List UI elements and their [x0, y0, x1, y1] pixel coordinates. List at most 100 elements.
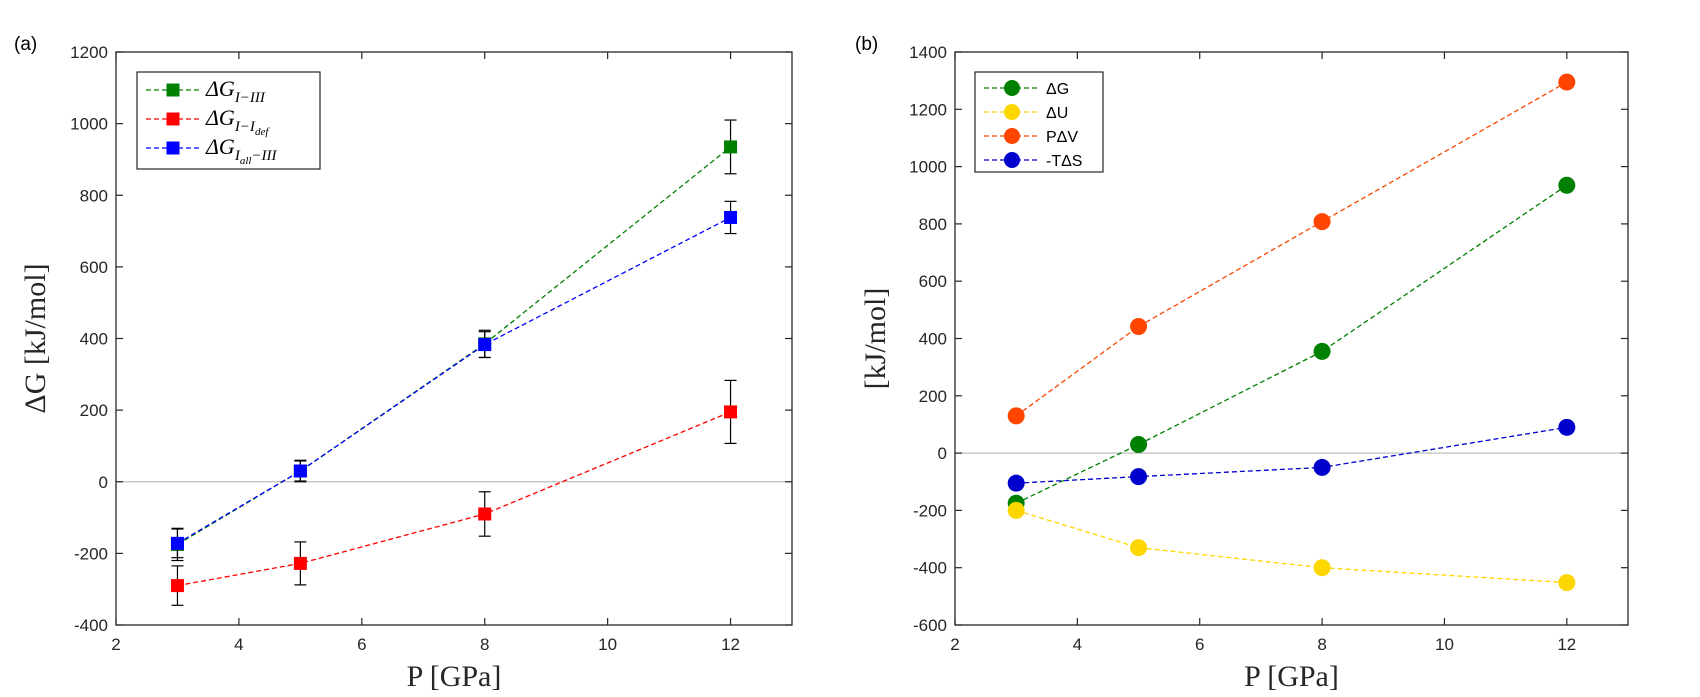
legend-label-subscript: I−I [234, 119, 256, 135]
y-tick-label: 200 [80, 401, 108, 420]
y-tick-label: -200 [913, 501, 947, 520]
series-line [1015, 81, 1568, 417]
legend-label: ΔU [1046, 105, 1068, 122]
x-tick-label: 6 [357, 635, 366, 654]
series-0 [1007, 176, 1576, 512]
y-tick-label: 600 [919, 272, 947, 291]
chart-panel-a: (a) 2 4 6 8 10 12 -400 -200 0 200 400 600 800 1000 1200… [14, 34, 793, 693]
x-tick-label: 6 [1195, 635, 1204, 654]
series-3 [1007, 418, 1576, 492]
series-1 [170, 379, 738, 606]
legend-swatch-marker [166, 141, 180, 155]
data-point [1130, 539, 1148, 557]
legend-label: PΔV [1046, 129, 1078, 146]
panel-label: (b) [855, 34, 878, 55]
y-tick-label: 800 [919, 215, 947, 234]
data-point [1558, 73, 1576, 91]
x-tick-label: 8 [1317, 635, 1326, 654]
legend-item: ΔGIall−III [146, 134, 278, 167]
legend-label: ΔG [1046, 81, 1069, 98]
series-line [177, 146, 731, 545]
y-tick-label: 400 [919, 330, 947, 349]
data-point [1130, 317, 1148, 335]
legend-label-subsubscript: all [240, 155, 252, 167]
y-tick-label: 1200 [909, 100, 947, 119]
series-line [1016, 426, 1567, 484]
y-tick-label: 200 [919, 387, 947, 406]
data-point [724, 140, 738, 154]
x-axis-label: P [GPa] [407, 660, 502, 693]
legend-swatch-marker [166, 83, 180, 97]
y-tick-label: 800 [80, 186, 108, 205]
legend-swatch-marker [166, 112, 180, 126]
data-point [1007, 474, 1025, 492]
legend-swatch-marker [1004, 128, 1020, 144]
data-point [170, 579, 184, 593]
data-point [170, 536, 184, 550]
data-point [478, 338, 492, 352]
y-tick-label: 1000 [70, 115, 108, 134]
panel-label: (a) [14, 34, 37, 55]
series-line [177, 411, 731, 587]
series-line [1015, 509, 1567, 584]
y-tick-label: -600 [913, 616, 947, 635]
data-point [1130, 436, 1148, 454]
legend-label: ΔGI−Idef [205, 105, 270, 138]
x-tick-label: 12 [721, 635, 740, 654]
legend-item: ΔG [984, 80, 1069, 98]
legend-label-base: ΔG [205, 76, 235, 101]
legend-swatch-marker [1004, 80, 1020, 96]
chart-panel-b: (b) 2 4 6 8 10 12 -600 -400 -200 0 200 400 600 800 1000… [855, 34, 1629, 693]
legend-item: ΔU [984, 104, 1068, 122]
data-point [1313, 213, 1331, 231]
series-2 [170, 200, 738, 559]
data-point [1007, 501, 1025, 519]
legend-label: ΔGIall−III [205, 134, 278, 167]
x-tick-label: 10 [1435, 635, 1454, 654]
x-tick-label: 8 [480, 635, 489, 654]
data-point [478, 507, 492, 521]
y-axis-label: [kJ/mol] [859, 288, 892, 390]
y-axis-label: ΔG [kJ/mol] [19, 263, 52, 413]
legend-item: PΔV [984, 128, 1078, 146]
legend-box [974, 71, 1104, 173]
y-tick-label: 400 [80, 330, 108, 349]
data-point [1558, 574, 1576, 592]
legend-item: -TΔS [984, 152, 1082, 170]
legend-swatch-marker [1004, 152, 1020, 168]
series-line [1015, 184, 1568, 504]
y-tick-label: 1400 [909, 43, 947, 62]
x-tick-label: 2 [950, 635, 959, 654]
legend-label-subscript-tail: −III [251, 148, 277, 164]
legend-label-base: ΔG [205, 134, 235, 159]
legend: ΔG ΔU PΔV -TΔS [974, 71, 1104, 173]
y-tick-label: 0 [938, 444, 947, 463]
y-tick-label: 1000 [909, 158, 947, 177]
y-tick-label: -400 [74, 616, 108, 635]
x-tick-label: 2 [111, 635, 120, 654]
data-point [1313, 559, 1331, 577]
series-2 [1007, 73, 1576, 425]
data-point [293, 464, 307, 478]
legend-item: ΔGI−III [146, 76, 266, 106]
x-tick-label: 4 [1073, 635, 1082, 654]
data-point [1313, 342, 1331, 360]
legend-label-subscript: I−III [234, 90, 266, 106]
data-point [1130, 468, 1148, 486]
legend-label-base: ΔG [205, 105, 235, 130]
legend-label-subsubscript: def [255, 126, 270, 138]
series-0 [170, 119, 738, 562]
x-tick-label: 10 [598, 635, 617, 654]
data-point [293, 556, 307, 570]
legend-item: ΔGI−Idef [146, 105, 270, 138]
data-point [724, 405, 738, 419]
data-point [1007, 407, 1025, 425]
y-tick-label: -400 [913, 559, 947, 578]
x-tick-label: 4 [234, 635, 243, 654]
legend-label: ΔGI−III [205, 76, 266, 106]
y-tick-label: 1200 [70, 43, 108, 62]
data-point [724, 210, 738, 224]
data-point [1313, 458, 1331, 476]
